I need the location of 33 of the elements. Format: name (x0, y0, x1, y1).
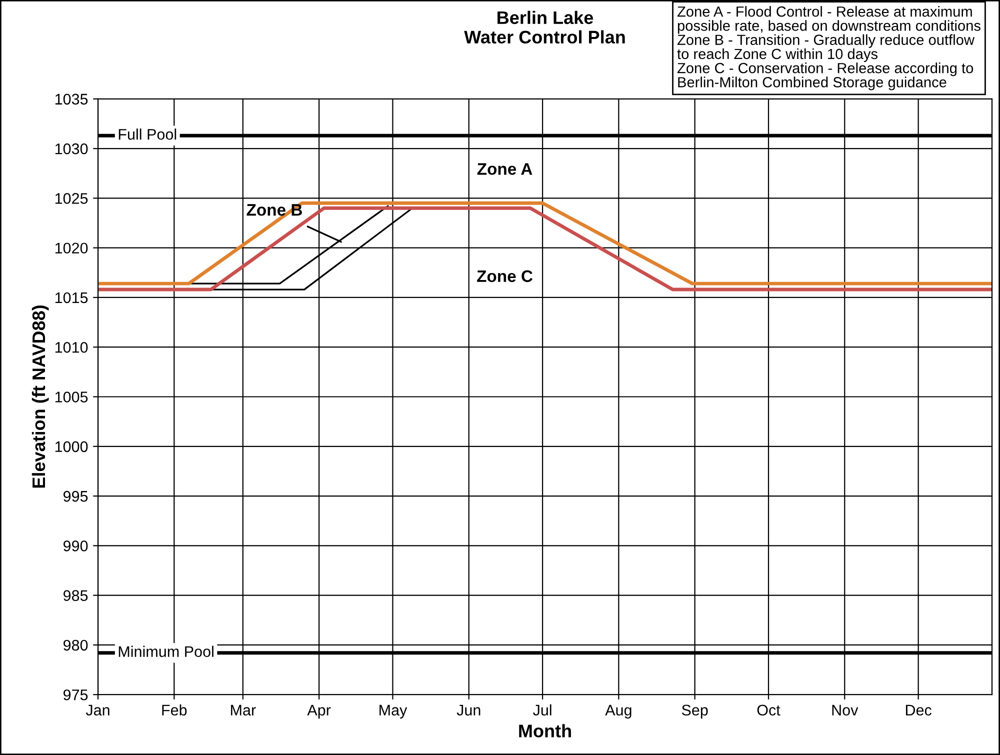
y-tick-label: 1000 (55, 441, 88, 452)
x-tick-label: Feb (162, 704, 187, 716)
x-axis-title: Month (519, 724, 571, 738)
y-tick-label: 975 (64, 689, 88, 700)
x-tick-label: Jan (86, 704, 110, 716)
y-tick-label: 995 (64, 490, 88, 502)
y-axis-title: Elevation (ft NAVD88) (32, 306, 49, 488)
y-tick-label: 1010 (55, 342, 88, 353)
y-tick-label: 1020 (55, 242, 88, 254)
x-tick-label: Sep (682, 704, 708, 719)
y-tick-label: 1005 (55, 392, 88, 402)
x-tick-label: Apr (307, 704, 331, 719)
chart-title: Berlin Lake Water Control Plan (464, 10, 625, 44)
annotation: Zone C (477, 270, 533, 282)
y-tick-label: 990 (64, 540, 88, 552)
y-tick-label: 1030 (55, 143, 88, 154)
x-tick-label: Oct (757, 704, 780, 716)
x-tick-label: Nov (832, 704, 858, 716)
y-tick-label: 1025 (55, 193, 88, 204)
ref-line-label: Minimum Pool (118, 646, 214, 658)
ref-line-label: Full Pool (118, 128, 176, 140)
x-tick-label: Mar (231, 704, 256, 716)
y-tick-label: 1015 (55, 292, 88, 304)
x-tick-label: Dec (906, 704, 932, 716)
y-tick-label: 980 (64, 640, 88, 651)
annotation: Zone A (477, 163, 532, 175)
x-tick-label: Aug (605, 704, 632, 719)
y-tick-label: 1035 (55, 94, 88, 105)
text: Zone A - Flood Control - Release at maximum possible rate, based on downstream conditions Zone B - Transition - Gradually reduce outflow to reach Zone C within 10 days Zone C - Conservation - Release according to Berlin-Milton Combined Storage guidance (677, 6, 980, 90)
x-tick-label: Jun (456, 704, 480, 716)
x-tick-label: Jul (533, 704, 552, 716)
x-tick-label: May (380, 704, 408, 719)
y-tick-label: 985 (64, 590, 88, 602)
